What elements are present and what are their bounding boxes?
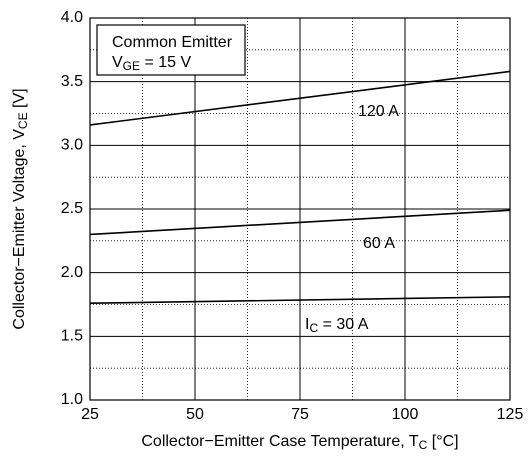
text-part: 120 A	[358, 103, 399, 120]
y-tick-label: 2.0	[61, 264, 83, 281]
legend-text: Common Emitter	[112, 34, 233, 51]
y-tick-label: 1.5	[61, 328, 83, 345]
text-part: 60 A	[363, 235, 395, 252]
x-tick-label: 75	[291, 406, 309, 423]
plot-frame	[89, 17, 511, 401]
legend-text: VGE = 15 V	[112, 54, 191, 73]
text-part: I	[305, 316, 309, 333]
y-tick-label: 3.0	[61, 137, 83, 154]
series-label: 60 A	[363, 235, 395, 252]
y-tick-label: 1.0	[61, 391, 83, 408]
text-part: = 30 A	[318, 316, 369, 333]
text-part: = 15 V	[140, 54, 191, 71]
series-line	[89, 70, 511, 126]
text-sub: CE	[16, 112, 30, 129]
y-tick-label: 2.5	[61, 200, 83, 217]
text-sub: C	[309, 321, 318, 335]
series-label: 120 A	[358, 103, 399, 120]
series-line	[89, 296, 511, 305]
text-part: Collector−Emitter Voltage, V	[11, 129, 28, 330]
y-axis-label: Collector−Emitter Voltage, VCE [V]	[11, 88, 30, 329]
x-tick-label: 25	[81, 406, 99, 423]
x-tick-label: 125	[497, 406, 524, 423]
x-tick-label: 50	[186, 406, 204, 423]
x-tick-label: 100	[392, 406, 419, 423]
x-axis-label: Collector−Emitter Case Temperature, TC […	[141, 433, 458, 452]
text-sub: GE	[123, 59, 140, 73]
y-tick-label: 4.0	[61, 9, 83, 26]
text-part: [°C]	[427, 433, 458, 450]
text-part: [V]	[11, 88, 28, 112]
text-sub: C	[419, 438, 428, 452]
series-line	[89, 209, 511, 236]
legend-box	[96, 24, 246, 76]
text-part: Collector−Emitter Case Temperature, T	[141, 433, 419, 450]
y-tick-label: 3.5	[61, 73, 83, 90]
series-label: IC = 30 A	[305, 316, 369, 335]
text-part: V	[112, 54, 123, 71]
